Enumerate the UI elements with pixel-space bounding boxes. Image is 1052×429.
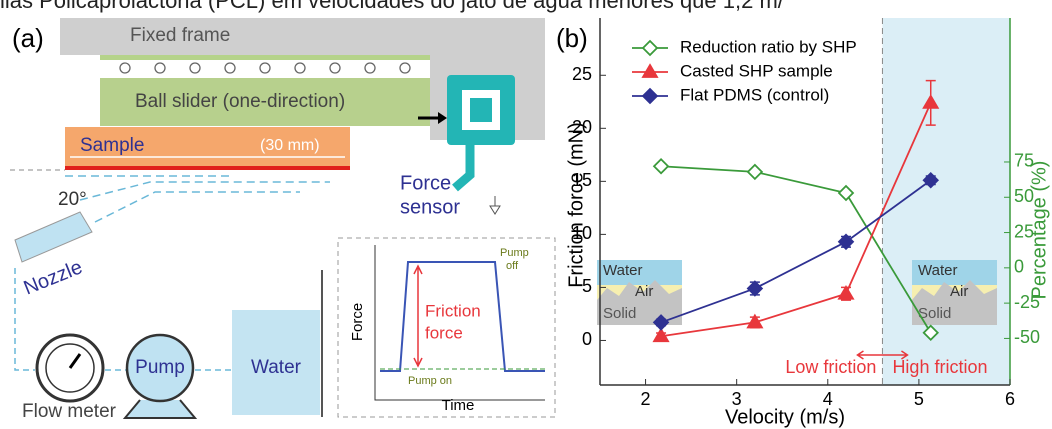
marker [839,186,853,200]
y2-axis-label: Percentage (%) [1028,161,1050,300]
balls [120,63,410,73]
sensor-label: sensor [400,196,460,218]
sensor-label: Force [400,172,451,194]
panel-a: (a) Fixed frame Ball slider (one-directi… [10,18,555,422]
marker [654,159,668,173]
down-arrow [490,196,500,214]
legend-marker [643,65,657,77]
friction-label: force [425,323,463,342]
length-label: (30 mm) [260,137,320,154]
y2-tick-label: 0 [1014,257,1024,277]
inset-y-label: Force [349,303,366,341]
legend-marker [643,41,657,55]
flow-meter-label: Flow meter [22,401,117,422]
x-tick-label: 5 [914,389,924,409]
nozzle-label: Nozzle [21,256,86,299]
inset-label: Solid [603,305,636,322]
caption-fragment: ilas Policaprolactona (PCL) em velocidad… [0,0,785,13]
y-tick-label: 25 [572,64,592,84]
pump-base [125,400,195,418]
water-label: Water [251,357,302,378]
nozzle [15,212,92,262]
inset-label: Water [918,262,957,279]
friction-label: Friction [425,301,481,320]
y-tick-label: 0 [582,329,592,349]
annotation: Low friction [785,357,876,377]
marker [839,287,853,299]
marker [748,281,762,295]
legend-marker [643,89,657,103]
frame-label: Fixed frame [130,25,230,46]
inset-label: Water [603,262,642,279]
marker [748,165,762,179]
annotation: High friction [892,357,987,377]
y-axis-label: Friction force (mN) [565,122,587,288]
inset-label: Air [635,283,653,300]
pump-label: Pump [135,357,185,378]
angle-label: 20° [58,189,87,210]
legend-label: Reduction ratio by SHP [680,37,857,56]
x-tick-label: 2 [641,389,651,409]
sample-label: Sample [80,135,144,156]
pump-on-label: Pump on [408,375,452,387]
slider-label: Ball slider (one-direction) [135,91,345,112]
sample-surface [65,166,350,170]
legend-label: Flat PDMS (control) [680,85,829,104]
pump-off-label: Pump [500,247,529,259]
legend-label: Casted SHP sample [680,61,833,80]
x-axis-label: Velocity (m/s) [725,406,845,428]
rail [100,55,430,60]
y2-tick-label: -50 [1014,327,1040,347]
inset-label: Air [950,283,968,300]
panel-label: (a) [12,23,44,53]
x-tick-label: 6 [1005,389,1015,409]
inset-x-label: Time [442,397,475,414]
pump-off-label: off [506,260,519,272]
jet [65,176,330,222]
force-sensor [447,75,515,188]
panel-label: (b) [556,23,588,53]
figure: ilas Policaprolactona (PCL) em velocidad… [0,0,1052,429]
